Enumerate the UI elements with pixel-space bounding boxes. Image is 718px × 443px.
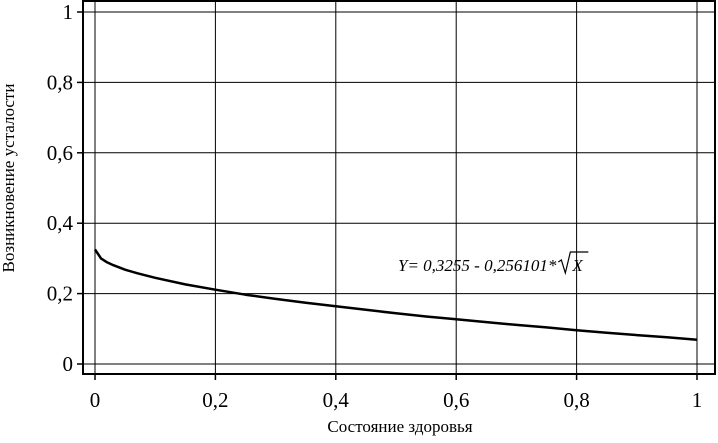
y-tick-label: 0,2 [47, 282, 73, 306]
sqrt-symbol [558, 251, 589, 276]
grid-lines [83, 1, 715, 374]
equation-text: Y= 0,3255 - 0,256101* [398, 256, 557, 275]
series-line [93, 248, 698, 341]
plot-area-frame [82, 0, 716, 375]
x-tick-label: 0 [90, 388, 101, 412]
y-tick-label: 1 [63, 0, 74, 24]
x-tick-label: 0,6 [443, 388, 469, 412]
y-tick-label: 0,8 [47, 70, 73, 94]
x-tick-label: 1 [692, 388, 703, 412]
y-axis-label: Возникновение усталости [0, 84, 18, 273]
equation-radicand: X [571, 256, 583, 275]
y-tick-label: 0,6 [47, 141, 73, 165]
equation-annotation: Y= 0,3255 - 0,256101* X [398, 251, 589, 276]
y-tick-label: 0 [63, 352, 74, 376]
x-tick-label: 0,4 [323, 388, 350, 412]
x-axis-label: Состояние здоровья [327, 417, 472, 436]
axis-ticks: 0 0,2 0,4 0,6 0,8 1 0 0,2 0,4 0,6 0,8 1 [47, 0, 703, 412]
x-tick-label: 0,2 [202, 388, 228, 412]
y-tick-label: 0,4 [47, 211, 74, 235]
series-group [93, 248, 698, 341]
x-tick-label: 0,8 [563, 388, 589, 412]
